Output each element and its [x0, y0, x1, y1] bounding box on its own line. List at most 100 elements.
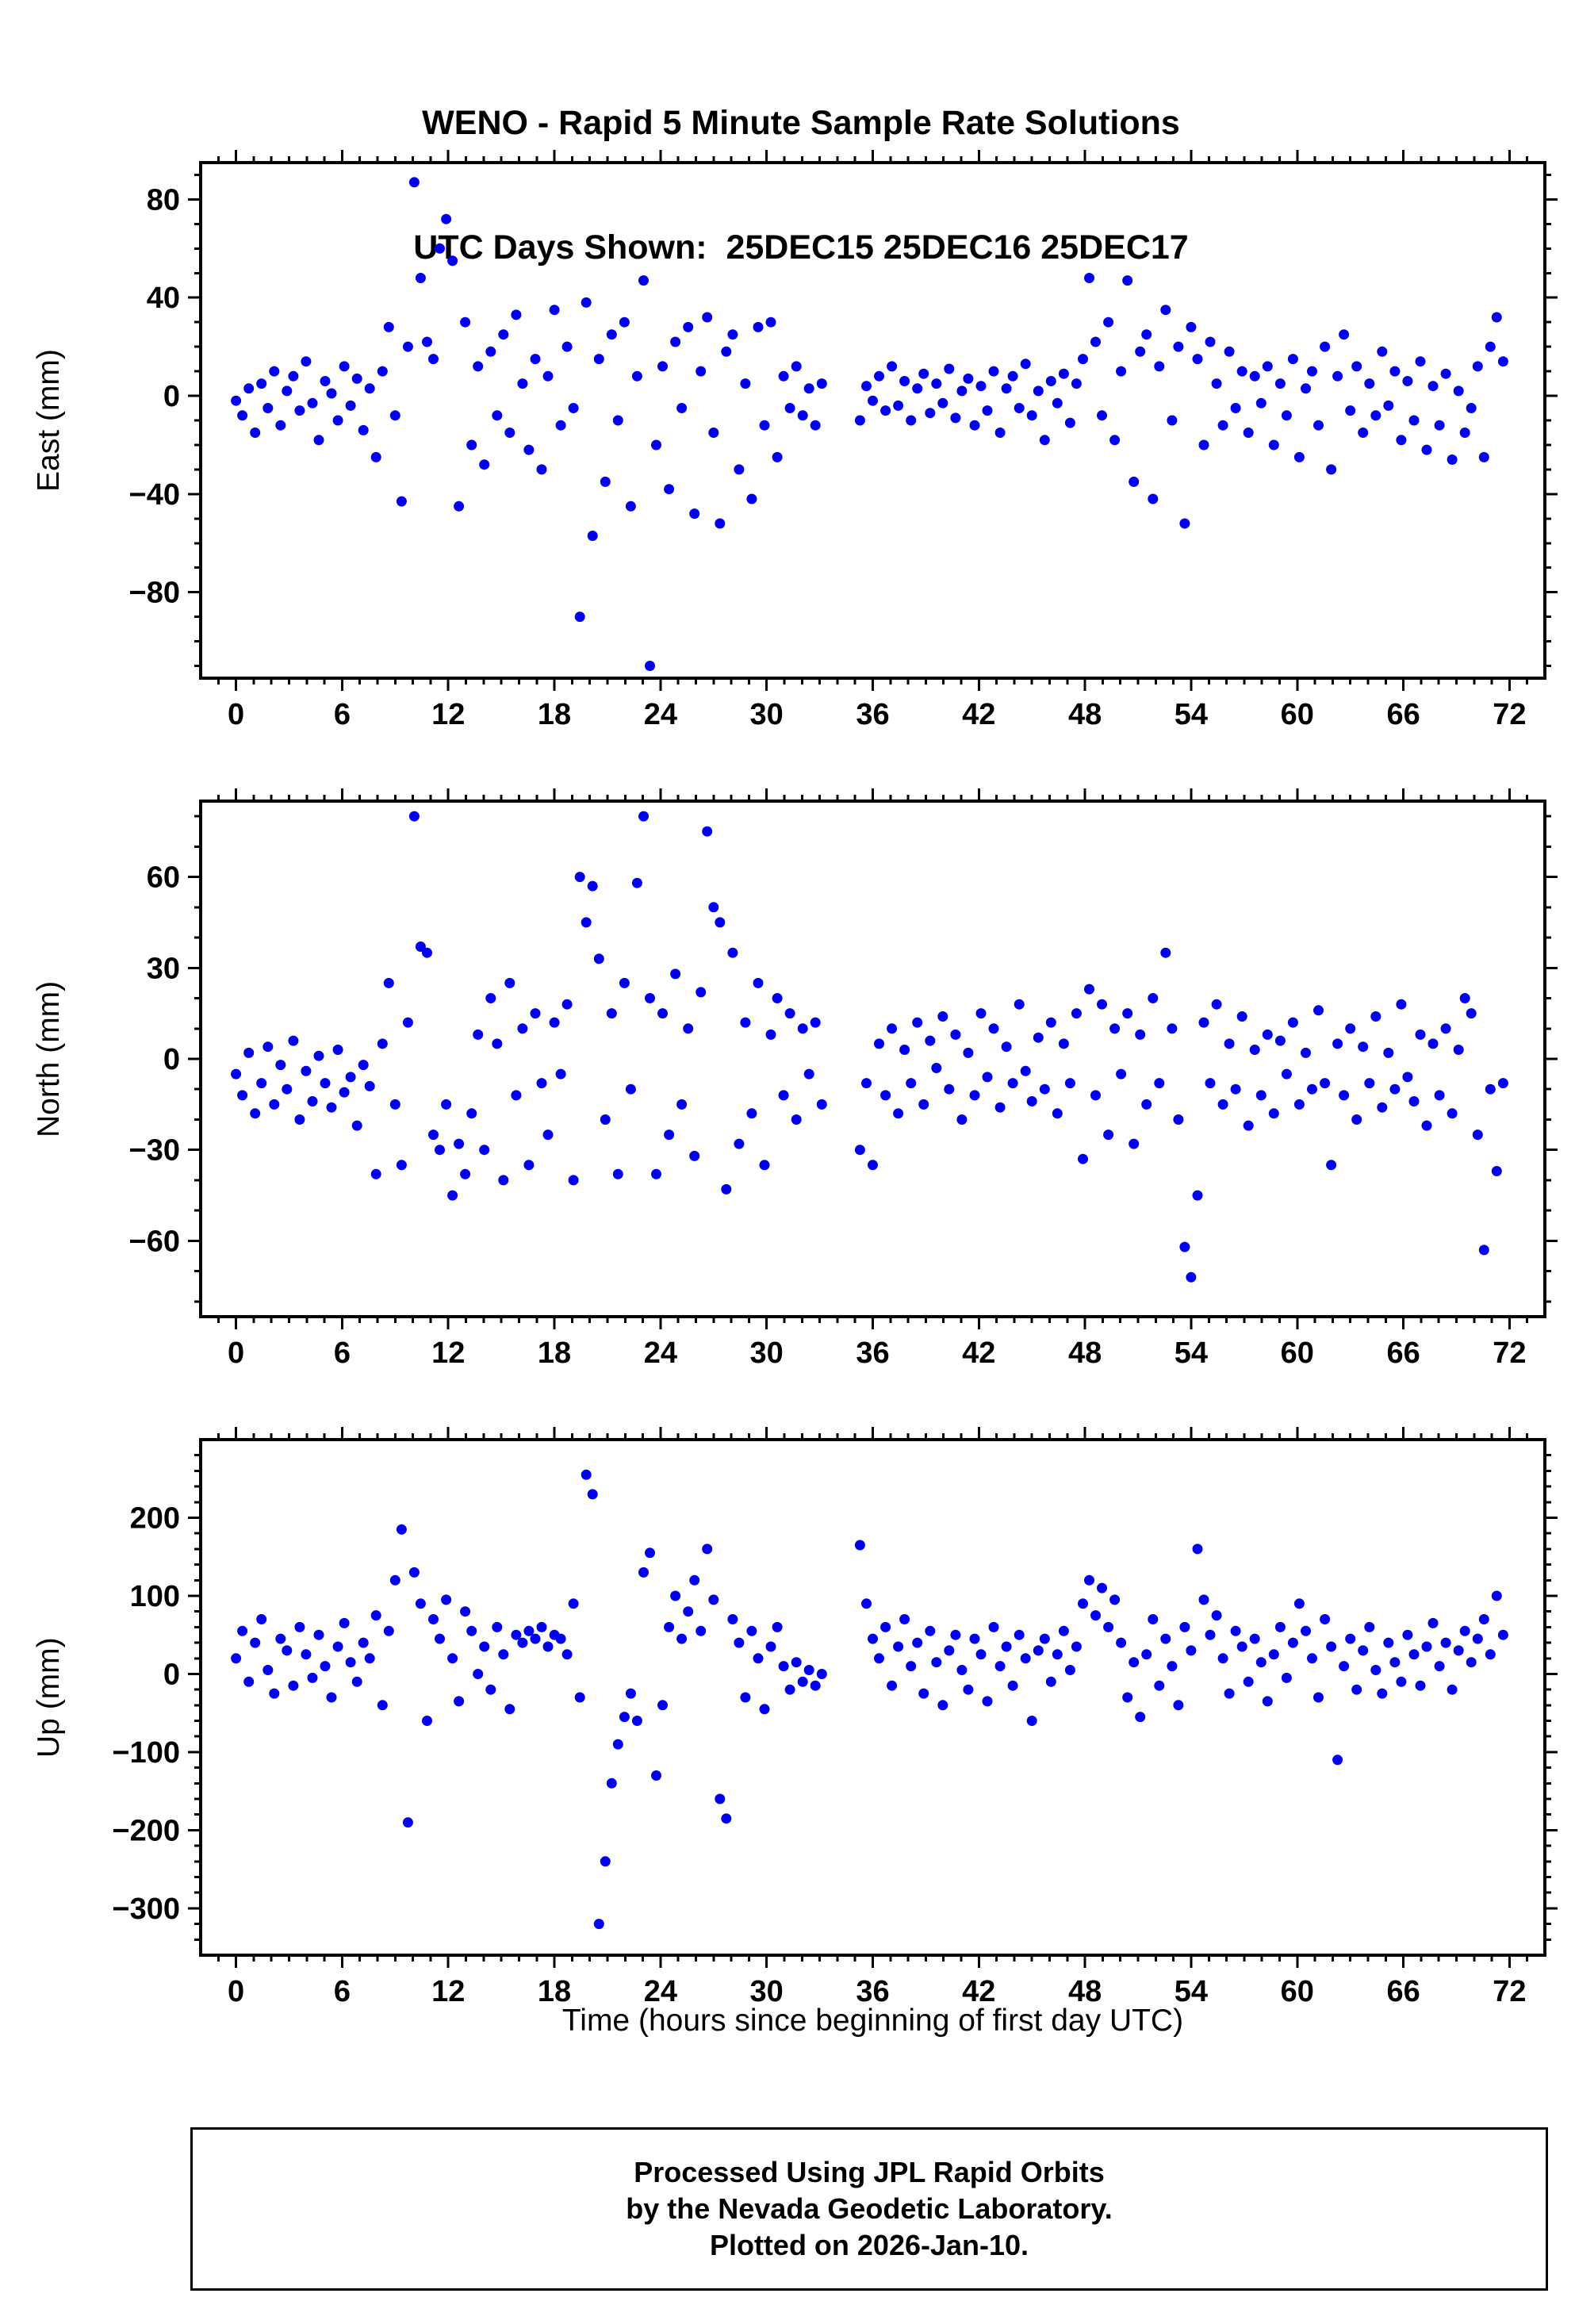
- data-point: [1217, 420, 1228, 431]
- data-point: [581, 1469, 592, 1480]
- data-point: [320, 376, 331, 386]
- data-point: [1198, 1594, 1209, 1605]
- data-point: [262, 403, 274, 413]
- data-point: [612, 415, 623, 426]
- data-point: [1447, 1108, 1458, 1119]
- data-point: [250, 1637, 261, 1648]
- data-point: [1084, 273, 1094, 283]
- data-point: [517, 378, 528, 389]
- data-point: [887, 361, 898, 372]
- x-tick-label: 54: [1175, 1975, 1208, 2008]
- data-point: [1320, 341, 1331, 352]
- data-point: [982, 1696, 993, 1707]
- data-point: [256, 378, 267, 389]
- data-point: [1268, 1649, 1279, 1660]
- data-point: [1103, 1621, 1114, 1632]
- data-point: [906, 415, 917, 426]
- data-point: [332, 1045, 343, 1055]
- data-point: [982, 405, 993, 416]
- data-point: [759, 1704, 770, 1715]
- data-point: [415, 1598, 426, 1609]
- data-point: [1148, 1614, 1159, 1624]
- data-point: [619, 1712, 630, 1723]
- data-point: [1020, 1653, 1031, 1664]
- data-point: [1014, 1629, 1025, 1640]
- data-point: [1287, 1637, 1298, 1648]
- data-point: [466, 1625, 477, 1636]
- data-point: [1274, 1035, 1286, 1046]
- x-tick-label: 54: [1175, 698, 1208, 731]
- data-point: [887, 1023, 898, 1034]
- data-point: [1020, 359, 1031, 370]
- data-point: [1389, 1083, 1401, 1095]
- data-point: [1064, 1078, 1075, 1089]
- data-point: [721, 1183, 732, 1195]
- data-point: [651, 1770, 661, 1781]
- data-point: [606, 329, 617, 340]
- data-point: [727, 1614, 738, 1624]
- data-point: [950, 412, 961, 424]
- data-point: [1154, 1078, 1165, 1089]
- data-point: [1129, 1138, 1140, 1149]
- data-point: [791, 1114, 802, 1125]
- data-point: [645, 1547, 655, 1559]
- data-point: [1167, 1661, 1178, 1672]
- y-tick-label: −80: [129, 577, 180, 610]
- data-point: [351, 1120, 362, 1131]
- y-axis-label-north: North (mm): [32, 980, 66, 1137]
- data-point: [561, 341, 573, 352]
- x-tick-label: 66: [1386, 698, 1420, 731]
- x-tick-label: 36: [856, 1336, 889, 1370]
- data-point: [1389, 1657, 1401, 1668]
- data-point: [473, 1669, 484, 1679]
- data-point: [931, 1657, 942, 1668]
- data-point: [1243, 1676, 1254, 1687]
- data-point: [925, 1625, 936, 1636]
- data-point: [428, 1614, 439, 1624]
- data-point: [683, 1023, 694, 1034]
- data-point: [1122, 1008, 1133, 1019]
- data-point: [1262, 361, 1273, 372]
- data-point: [1358, 1645, 1369, 1656]
- data-point: [810, 1680, 821, 1691]
- data-point: [1211, 999, 1222, 1010]
- data-point: [1485, 341, 1496, 352]
- data-point: [1326, 464, 1337, 475]
- data-point: [645, 661, 655, 671]
- data-point: [408, 177, 420, 188]
- data-point: [587, 531, 598, 541]
- data-point: [1243, 1120, 1254, 1131]
- data-point: [1332, 370, 1343, 382]
- y-tick-label: 0: [163, 380, 180, 413]
- data-point: [893, 1108, 904, 1119]
- data-point: [1351, 361, 1362, 372]
- data-point: [1090, 336, 1101, 347]
- data-point: [1192, 1544, 1203, 1555]
- data-point: [593, 953, 604, 964]
- data-point: [625, 1083, 636, 1095]
- data-point: [1230, 1083, 1241, 1095]
- data-point: [1116, 1637, 1127, 1648]
- data-point: [740, 1017, 751, 1028]
- data-point: [740, 1692, 751, 1703]
- data-point: [428, 1129, 439, 1141]
- data-point: [1415, 1680, 1426, 1691]
- data-point: [664, 484, 675, 495]
- data-point: [492, 1038, 503, 1049]
- data-point: [1211, 378, 1222, 389]
- data-point: [536, 1621, 547, 1632]
- data-point: [422, 1716, 432, 1726]
- data-point: [797, 410, 808, 421]
- x-tick-label: 30: [750, 698, 784, 731]
- data-point: [969, 1633, 980, 1644]
- data-point: [1478, 451, 1489, 462]
- data-point: [530, 1008, 541, 1019]
- data-point: [422, 947, 432, 958]
- footer-line1: Processed Using JPL Rapid Orbits: [634, 2155, 1105, 2188]
- data-point: [670, 968, 681, 980]
- data-point: [810, 1017, 821, 1028]
- data-point: [1230, 403, 1241, 413]
- data-point: [294, 405, 305, 416]
- data-point: [1383, 1047, 1394, 1058]
- data-point: [772, 993, 783, 1003]
